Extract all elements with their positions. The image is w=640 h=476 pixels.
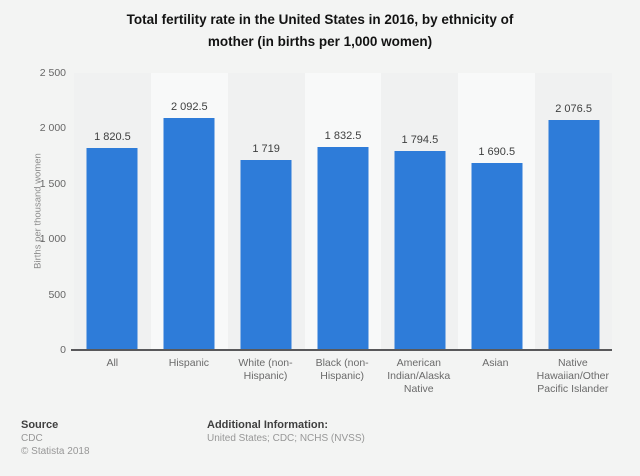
bar bbox=[471, 163, 523, 350]
source-value: CDC bbox=[21, 433, 43, 444]
chart-title: Total fertility rate in the United State… bbox=[0, 9, 640, 53]
bar-value-label: 2 092.5 bbox=[170, 101, 208, 113]
bar-value-label: 1 794.5 bbox=[401, 134, 439, 146]
bar bbox=[394, 151, 446, 350]
bar-column: 1 832.5 bbox=[304, 73, 382, 350]
x-category-label: American Indian/Alaska Native bbox=[387, 357, 451, 395]
y-tick-label: 500 bbox=[48, 288, 66, 301]
bar-column: 1 719 bbox=[227, 73, 305, 350]
bar bbox=[548, 120, 600, 350]
bar-column: 1 690.5 bbox=[458, 73, 536, 350]
additional-info-value: United States; CDC; NCHS (NVSS) bbox=[207, 433, 365, 444]
bar-value-label: 1 820.5 bbox=[94, 131, 131, 143]
bar-column: 2 076.5 bbox=[535, 73, 613, 350]
bar bbox=[317, 147, 369, 350]
bar-value-label: 1 719 bbox=[252, 143, 280, 155]
x-category-label: All bbox=[106, 357, 119, 369]
additional-info-label: Additional Information: bbox=[207, 419, 328, 431]
x-category-label: White (non-Hispanic) bbox=[238, 357, 293, 382]
x-category-label: Black (non-Hispanic) bbox=[315, 357, 369, 382]
y-tick-label: 2 500 bbox=[39, 67, 66, 79]
bar bbox=[240, 160, 292, 350]
bar-value-label: 1 832.5 bbox=[324, 130, 362, 142]
source-label: Source bbox=[21, 419, 59, 431]
y-tick-label: 0 bbox=[60, 344, 66, 356]
chart-title-line1: Total fertility rate in the United State… bbox=[126, 12, 514, 27]
additional-info-block: Additional Information: United States; C… bbox=[207, 418, 365, 445]
bar-column: 2 092.5 bbox=[150, 73, 228, 350]
chart-title-line2: mother (in births per 1,000 women) bbox=[207, 34, 433, 49]
y-tick-label: 1 000 bbox=[39, 233, 66, 246]
bar-column: 1 794.5 bbox=[381, 73, 459, 350]
x-category-label: Native Hawaiian/Other Pacific Islander bbox=[536, 357, 610, 395]
bar-column: 1 820.5 bbox=[74, 73, 151, 350]
y-axis-title: Births per thousand women bbox=[32, 153, 44, 269]
bar bbox=[86, 148, 138, 350]
plot-area: 1 820.5 2 092.5 1 719 1 832.5 1 794.5 1 690.5… bbox=[71, 73, 613, 351]
copyright: © Statista 2018 bbox=[21, 446, 90, 457]
y-tick-label: 2 000 bbox=[39, 122, 66, 135]
x-axis-line bbox=[71, 349, 612, 351]
source-block: Source CDC © Statista 2018 bbox=[21, 418, 90, 458]
x-axis-labels: All Hispanic White (non-Hispanic) Black (no… bbox=[74, 357, 612, 396]
bar-value-label: 1 690.5 bbox=[478, 146, 516, 158]
y-tick-label: 1 500 bbox=[39, 177, 66, 190]
x-category-label: Asian bbox=[482, 357, 509, 369]
bar bbox=[163, 118, 215, 350]
x-category-label: Hispanic bbox=[168, 357, 210, 369]
bar-value-label: 2 076.5 bbox=[555, 103, 592, 115]
